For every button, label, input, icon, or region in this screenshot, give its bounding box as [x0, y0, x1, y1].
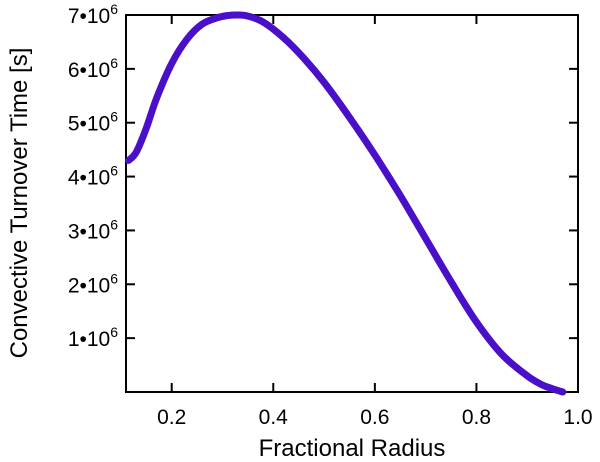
y-tick-label: 4•106: [68, 163, 118, 190]
y-tick-mantissa: 7•10: [68, 5, 110, 28]
y-tick-label: 7•106: [68, 1, 118, 28]
y-tick-label: 3•106: [68, 216, 118, 243]
y-tick-label: 6•106: [68, 55, 118, 82]
y-tick-label: 5•106: [68, 109, 118, 136]
x-tick-label: 0.2: [157, 406, 186, 429]
x-tick-label: 0.6: [360, 406, 389, 429]
x-axis-label: Fractional Radius: [259, 435, 446, 462]
y-tick-mantissa: 2•10: [68, 274, 110, 297]
y-tick-exponent: 6: [110, 109, 118, 125]
series-layer: [125, 11, 567, 396]
y-tick-exponent: 6: [110, 163, 118, 179]
y-axis-label: Convective Turnover Time [s]: [6, 48, 33, 359]
y-tick-exponent: 6: [110, 270, 118, 286]
y-tick-label: 2•106: [68, 270, 118, 297]
y-tick-mantissa: 4•10: [68, 167, 110, 190]
plot-frame: [125, 14, 579, 393]
x-tick-label: 0.4: [259, 406, 289, 429]
y-tick-mantissa: 5•10: [68, 113, 110, 136]
x-axis-ticks: 0.2 0.4 0.6 0.8 1.0: [157, 15, 593, 429]
y-tick-exponent: 6: [110, 55, 118, 71]
series-line: [125, 11, 567, 396]
x-tick-label: 1.0: [563, 406, 592, 429]
y-tick-exponent: 6: [110, 216, 118, 232]
y-tick-exponent: 6: [110, 324, 118, 340]
y-tick-mantissa: 3•10: [68, 220, 110, 243]
x-tick-label: 0.8: [462, 406, 491, 429]
y-tick-mantissa: 6•10: [68, 59, 110, 82]
y-tick-label: 1•106: [68, 324, 118, 351]
y-tick-mantissa: 1•10: [68, 328, 110, 351]
y-tick-exponent: 6: [110, 1, 118, 17]
